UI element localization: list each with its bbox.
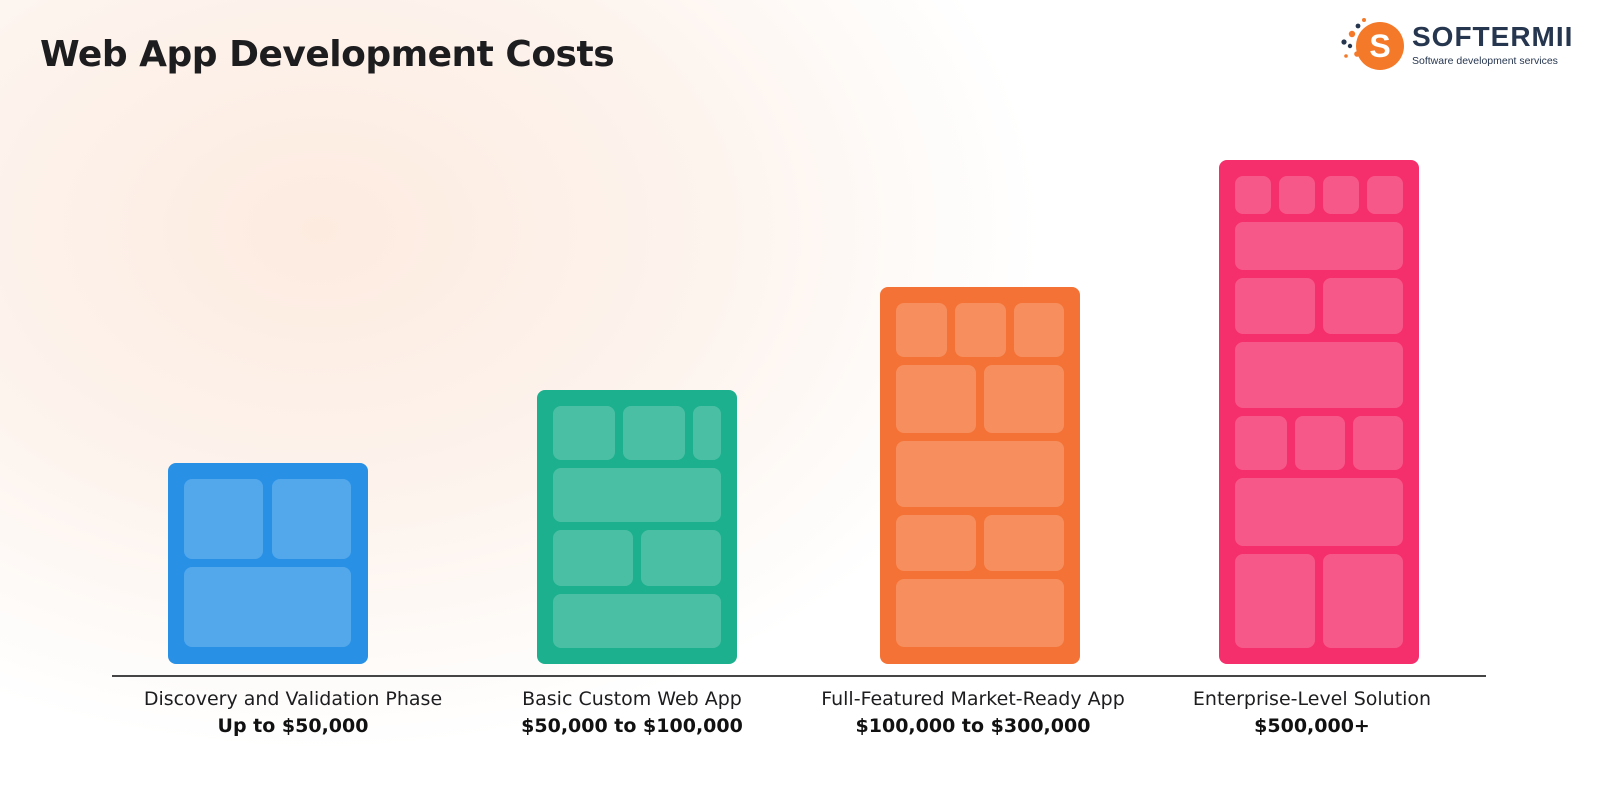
bar-block [623,406,685,460]
bar-block [1323,554,1403,648]
bar-block [1295,416,1345,470]
bar-4 [1219,160,1419,664]
bar-block [553,468,721,522]
bar-block [184,567,351,647]
bar-block [1367,176,1403,214]
bar-block [641,530,721,586]
bar-block [1323,176,1359,214]
category-label-4: Enterprise-Level Solution $500,000+ [1112,686,1512,740]
logo-name: SOFTERMII [1412,21,1574,52]
bar-block [896,303,947,357]
bar-block [896,515,976,571]
softermii-logo[interactable]: S SOFTERMII Software development service… [1340,12,1580,74]
bar-block [955,303,1006,357]
bar-block [184,479,263,559]
category-name: Enterprise-Level Solution [1192,688,1432,710]
category-cost: $500,000+ [1254,715,1370,737]
bar-block [553,530,633,586]
bar-block [693,406,721,460]
bar-block [1235,416,1287,470]
bar-block [984,515,1064,571]
bar-3 [880,287,1080,664]
category-name: Discovery and Validation Phase [143,688,443,710]
bar-1 [168,463,368,664]
category-label-1: Discovery and Validation Phase Up to $50,… [93,686,493,740]
logo-mark-icon: S [1341,18,1404,70]
logo-letter: S [1369,28,1390,64]
bar-block [553,406,615,460]
bar-block [1235,222,1403,270]
bar-block [896,579,1064,647]
bar-block [1279,176,1315,214]
bar-block [1353,416,1403,470]
x-axis-line [112,675,1486,677]
bar-2 [537,390,737,664]
bar-block [896,441,1064,507]
bar-block [984,365,1064,433]
bar-block [896,365,976,433]
category-label-2: Basic Custom Web App $50,000 to $100,000 [432,686,832,740]
bar-block [1323,278,1403,334]
bar-block [1235,478,1403,546]
category-name: Full-Featured Market-Ready App [821,688,1125,710]
logo-tagline: Software development services [1412,55,1558,67]
category-cost: $100,000 to $300,000 [855,715,1091,737]
bar-block [1235,176,1271,214]
bar-block [272,479,351,559]
category-cost: Up to $50,000 [217,715,369,737]
bar-block [1235,278,1315,334]
bar-block [1235,342,1403,408]
category-cost: $50,000 to $100,000 [521,715,743,737]
bar-block [1014,303,1064,357]
category-name: Basic Custom Web App [522,688,742,710]
bar-block [553,594,721,648]
page-title: Web App Development Costs [40,34,615,75]
bar-block [1235,554,1315,648]
category-label-3: Full-Featured Market-Ready App $100,000 t… [773,686,1173,740]
